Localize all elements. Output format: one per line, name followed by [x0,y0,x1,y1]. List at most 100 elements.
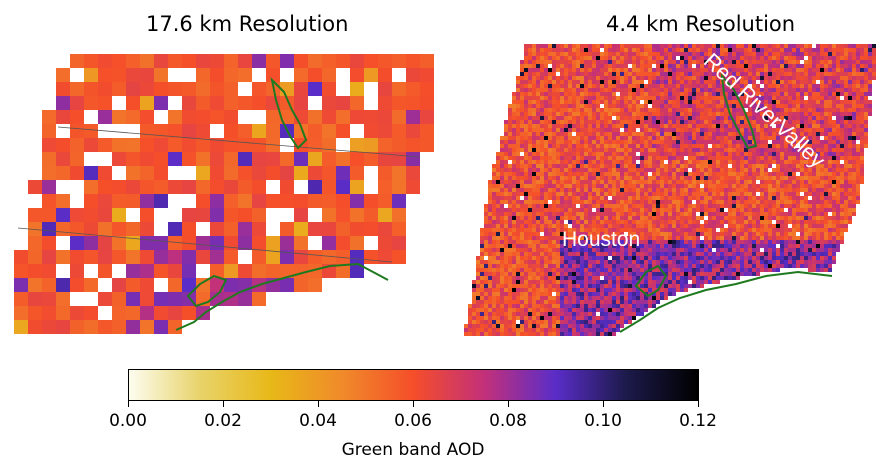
aod-cell [512,184,516,188]
aod-cell [196,180,210,194]
aod-cell [648,80,652,84]
aod-cell [672,52,676,56]
aod-cell [556,144,560,148]
aod-cell [42,250,56,264]
aod-cell [868,76,872,80]
aod-cell [828,116,832,120]
aod-cell [640,48,644,52]
aod-cell [816,124,820,128]
aod-cell [540,216,544,220]
aod-cell [576,132,580,136]
aod-cell [692,244,696,248]
aod-cell [688,48,692,52]
aod-cell [56,152,70,166]
aod-cell [536,68,540,72]
aod-cell [516,96,520,100]
aod-cell [704,100,708,104]
aod-cell [736,132,740,136]
aod-cell [816,200,820,204]
aod-cell [524,200,528,204]
aod-cell [764,48,768,52]
aod-cell [644,236,648,240]
aod-cell [84,124,98,138]
aod-cell [756,116,760,120]
aod-cell [364,110,378,124]
aod-cell [776,160,780,164]
aod-cell [756,236,760,240]
aod-cell [224,180,238,194]
aod-cell [768,76,772,80]
aod-cell [772,152,776,156]
aod-cell [720,56,724,60]
aod-cell [796,200,800,204]
aod-cell [580,44,584,48]
aod-cell [532,148,536,152]
aod-cell [70,82,84,96]
aod-cell [836,148,840,152]
aod-cell [812,112,816,116]
aod-cell [776,112,780,116]
aod-cell [652,56,656,60]
aod-cell [820,88,824,92]
aod-cell [832,48,836,52]
aod-cell [660,216,664,220]
aod-cell [832,64,836,68]
aod-cell [712,96,716,100]
aod-cell [576,160,580,164]
aod-cell [740,196,744,200]
aod-cell [764,152,768,156]
aod-cell [792,220,796,224]
aod-cell [600,164,604,168]
aod-cell [864,96,868,100]
aod-cell [536,76,540,80]
aod-cell [692,204,696,208]
aod-cell [596,108,600,112]
aod-cell [772,156,776,160]
aod-cell [788,72,792,76]
aod-cell [580,140,584,144]
aod-cell [528,100,532,104]
aod-cell [828,180,832,184]
aod-cell [524,184,528,188]
aod-cell [612,112,616,116]
aod-cell [616,64,620,68]
aod-cell [140,250,154,264]
aod-cell [820,96,824,100]
aod-cell [732,60,736,64]
aod-cell [844,68,848,72]
aod-cell [564,44,568,48]
aod-cell [712,196,716,200]
aod-cell [552,88,556,92]
aod-cell [768,132,772,136]
aod-cell [576,76,580,80]
aod-cell [664,140,668,144]
aod-cell [580,236,584,240]
aod-cell [640,168,644,172]
aod-cell [784,152,788,156]
aod-cell [640,108,644,112]
aod-cell [294,54,308,68]
aod-cell [780,68,784,72]
aod-cell [840,148,844,152]
aod-cell [640,180,644,184]
aod-cell [672,172,676,176]
aod-cell [560,124,564,128]
aod-cell [580,84,584,88]
aod-cell [800,84,804,88]
aod-cell [624,144,628,148]
aod-cell [740,180,744,184]
aod-cell [768,124,772,128]
aod-cell [840,156,844,160]
aod-cell [644,120,648,124]
aod-cell [760,200,764,204]
aod-cell [532,228,536,232]
aod-cell [620,240,624,244]
aod-cell [844,204,848,208]
aod-cell [680,172,684,176]
aod-cell [816,48,820,52]
aod-cell [748,208,752,212]
aod-cell [784,224,788,228]
aod-cell [524,76,528,80]
aod-cell [708,164,712,168]
aod-cell [724,196,728,200]
